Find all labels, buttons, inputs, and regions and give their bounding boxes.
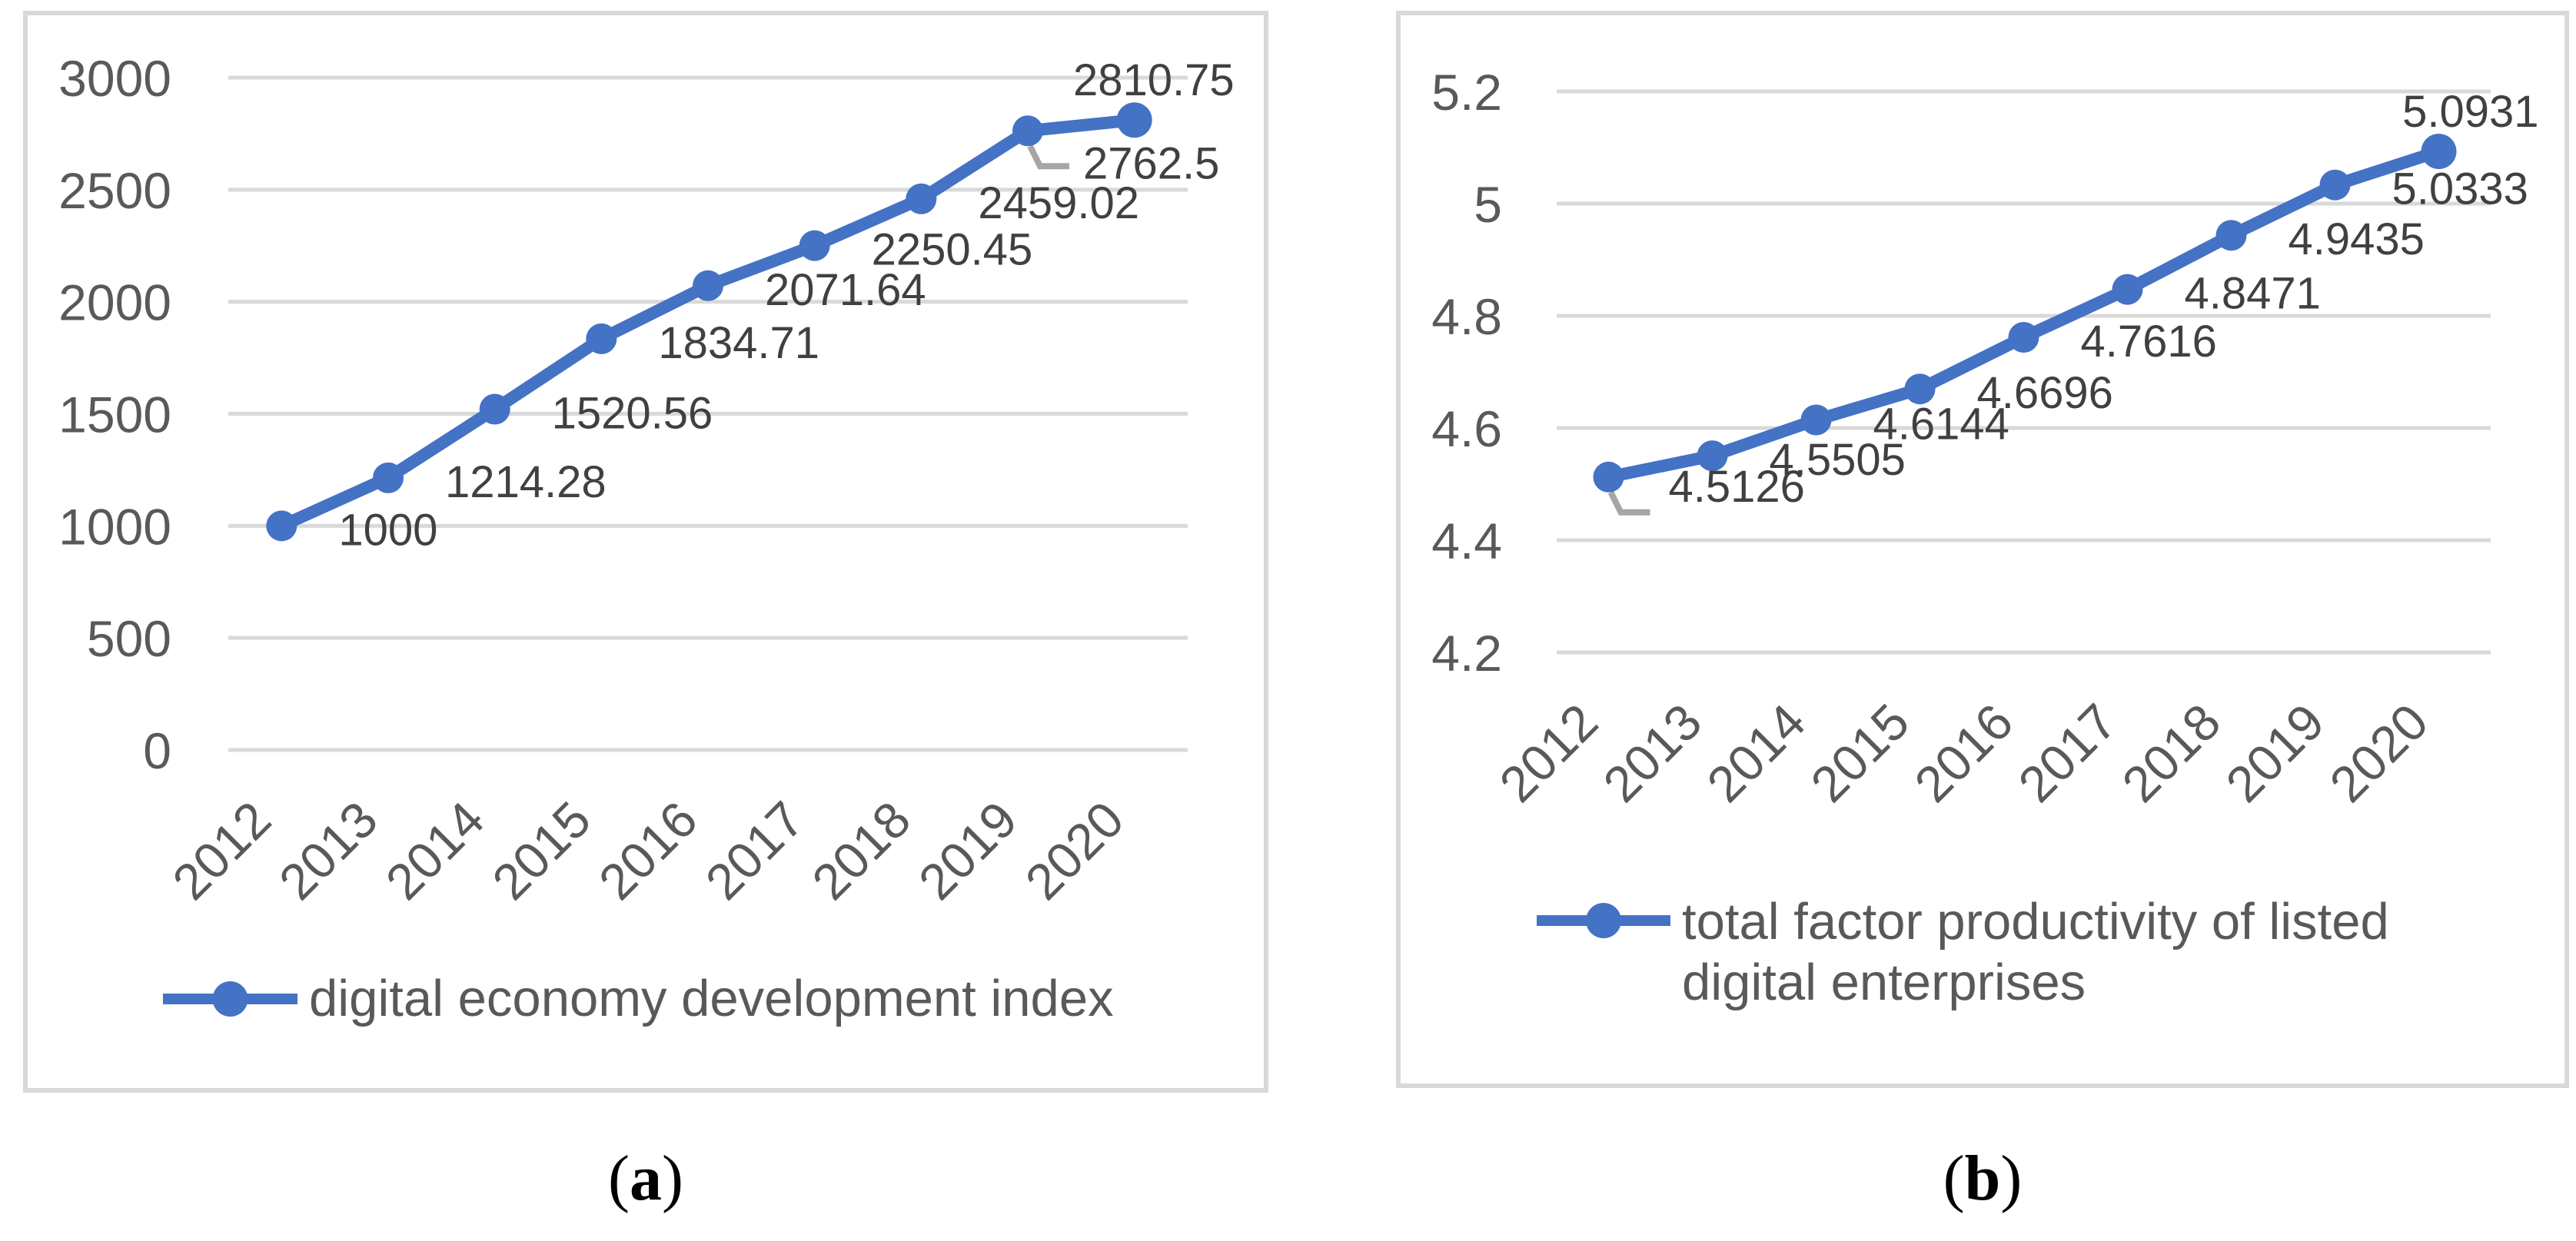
x-tick-label: 2012: [161, 791, 281, 911]
data-point-marker: [479, 393, 510, 425]
data-point-label: 5.0333: [2392, 164, 2528, 214]
data-point-label: 1000: [338, 505, 437, 555]
data-point-label: 4.5505: [1770, 435, 1906, 485]
data-point-marker: [1012, 115, 1043, 147]
data-point-marker: [2215, 220, 2247, 251]
legend-label: digital enterprises: [1682, 954, 2086, 1011]
data-point-marker: [1904, 373, 1936, 405]
caption-a-close-paren: ): [662, 1143, 683, 1214]
x-tick-label: 2015: [481, 791, 601, 911]
data-point-marker: [2421, 134, 2457, 170]
x-tick-label: 2017: [2007, 693, 2127, 813]
data-point-label: 2071.64: [765, 265, 926, 315]
chart-panel-a: 3000 2500 2000 1500 1000 500 0 2012 2013 2014 2015…: [23, 11, 1268, 1093]
label-leader-line: [1607, 491, 1650, 516]
x-tick-label: 2020: [2318, 693, 2438, 813]
x-tick-label: 2018: [2111, 693, 2231, 813]
y-tick-label: 0: [143, 722, 171, 779]
caption-b: (b): [1396, 1146, 2569, 1211]
legend-label: digital economy development index: [309, 970, 1114, 1027]
y-tick-label: 3000: [58, 50, 171, 107]
y-tick-label: 1000: [58, 498, 171, 555]
x-tick-label: 2014: [1696, 693, 1816, 813]
caption-b-close-paren: ): [2000, 1143, 2023, 1214]
data-point-label: 2762.5: [1083, 138, 1219, 188]
x-tick-label: 2014: [374, 791, 494, 911]
x-tick-label: 2016: [588, 791, 708, 911]
x-tick-label: 2020: [1014, 791, 1134, 911]
legend-label: total factor productivity of listed: [1682, 893, 2389, 951]
x-tick-label: 2018: [801, 791, 921, 911]
data-point-label: 2810.75: [1073, 55, 1235, 105]
y-tick-label: 500: [87, 610, 171, 667]
data-point-marker: [1800, 404, 1832, 436]
y-tick-label: 5: [1474, 176, 1502, 233]
caption-b-open-paren: (: [1943, 1143, 1965, 1214]
caption-a-letter: a: [630, 1143, 662, 1214]
x-tick-label: 2019: [2215, 693, 2335, 813]
caption-a: (a): [23, 1146, 1268, 1211]
y-tick-label: 4.2: [1431, 625, 1502, 682]
y-tick-label: 2000: [58, 274, 171, 331]
data-point-marker: [1593, 461, 1624, 493]
y-tick-label: 5.2: [1431, 64, 1502, 121]
data-point-label: 4.6144: [1873, 399, 2009, 449]
x-tick-label: 2017: [694, 791, 814, 911]
line-chart-a: 3000 2500 2000 1500 1000 500 0 2012201320142015…: [58, 50, 1235, 1027]
x-tick-label: 2012: [1488, 693, 1608, 813]
legend-marker-dot: [212, 981, 248, 1017]
chart-panel-b: 5.2 5 4.8 4.6 4.4 4.2 2012 2013 2014 2015 2016 2017…: [1396, 11, 2569, 1088]
data-point-label: 4.8471: [2185, 269, 2321, 319]
y-tick-label: 4.6: [1431, 400, 1502, 457]
legend-marker-dot: [1586, 903, 1621, 938]
y-tick-label: 2500: [58, 162, 171, 219]
x-tick-label: 2015: [1800, 693, 1920, 813]
data-point-marker: [2112, 274, 2143, 305]
x-tick-label: 2013: [1592, 693, 1712, 813]
y-tick-label: 4.8: [1431, 288, 1502, 345]
y-tick-label: 4.4: [1431, 513, 1502, 569]
data-point-marker: [2319, 169, 2351, 201]
data-point-label: 1834.71: [658, 318, 819, 368]
caption-b-letter: b: [1964, 1143, 2001, 1214]
data-point-label: 4.6696: [1977, 368, 2113, 418]
data-point-label: 1214.28: [445, 457, 607, 507]
x-tick-label: 2016: [1903, 693, 2023, 813]
y-tick-label: 1500: [58, 387, 171, 443]
data-point-label: 5.0931: [2402, 87, 2538, 137]
data-point-marker: [693, 270, 723, 301]
data-point-label: 4.9435: [2288, 214, 2425, 264]
data-point-marker: [1697, 440, 1728, 472]
data-point-marker: [799, 230, 830, 261]
data-point-label: 2250.45: [872, 225, 1033, 275]
x-tick-label: 2013: [268, 791, 388, 911]
data-point-marker: [373, 462, 404, 493]
x-tick-label: 2019: [908, 791, 1028, 911]
label-leader-line: [1027, 144, 1069, 170]
data-point-label: 1520.56: [552, 389, 713, 439]
data-point-marker: [906, 183, 937, 214]
line-chart-b: 5.2 5 4.8 4.6 4.4 4.2 201220132014201520162017…: [1431, 64, 2538, 1011]
data-point-marker: [266, 510, 297, 542]
caption-a-open-paren: (: [608, 1143, 630, 1214]
data-point-label: 4.5126: [1669, 462, 1805, 512]
data-point-label: 4.7616: [2081, 317, 2217, 367]
data-point-marker: [1116, 102, 1152, 138]
data-point-marker: [2008, 322, 2039, 353]
data-point-marker: [586, 323, 617, 354]
data-point-label: 2459.02: [978, 178, 1139, 228]
